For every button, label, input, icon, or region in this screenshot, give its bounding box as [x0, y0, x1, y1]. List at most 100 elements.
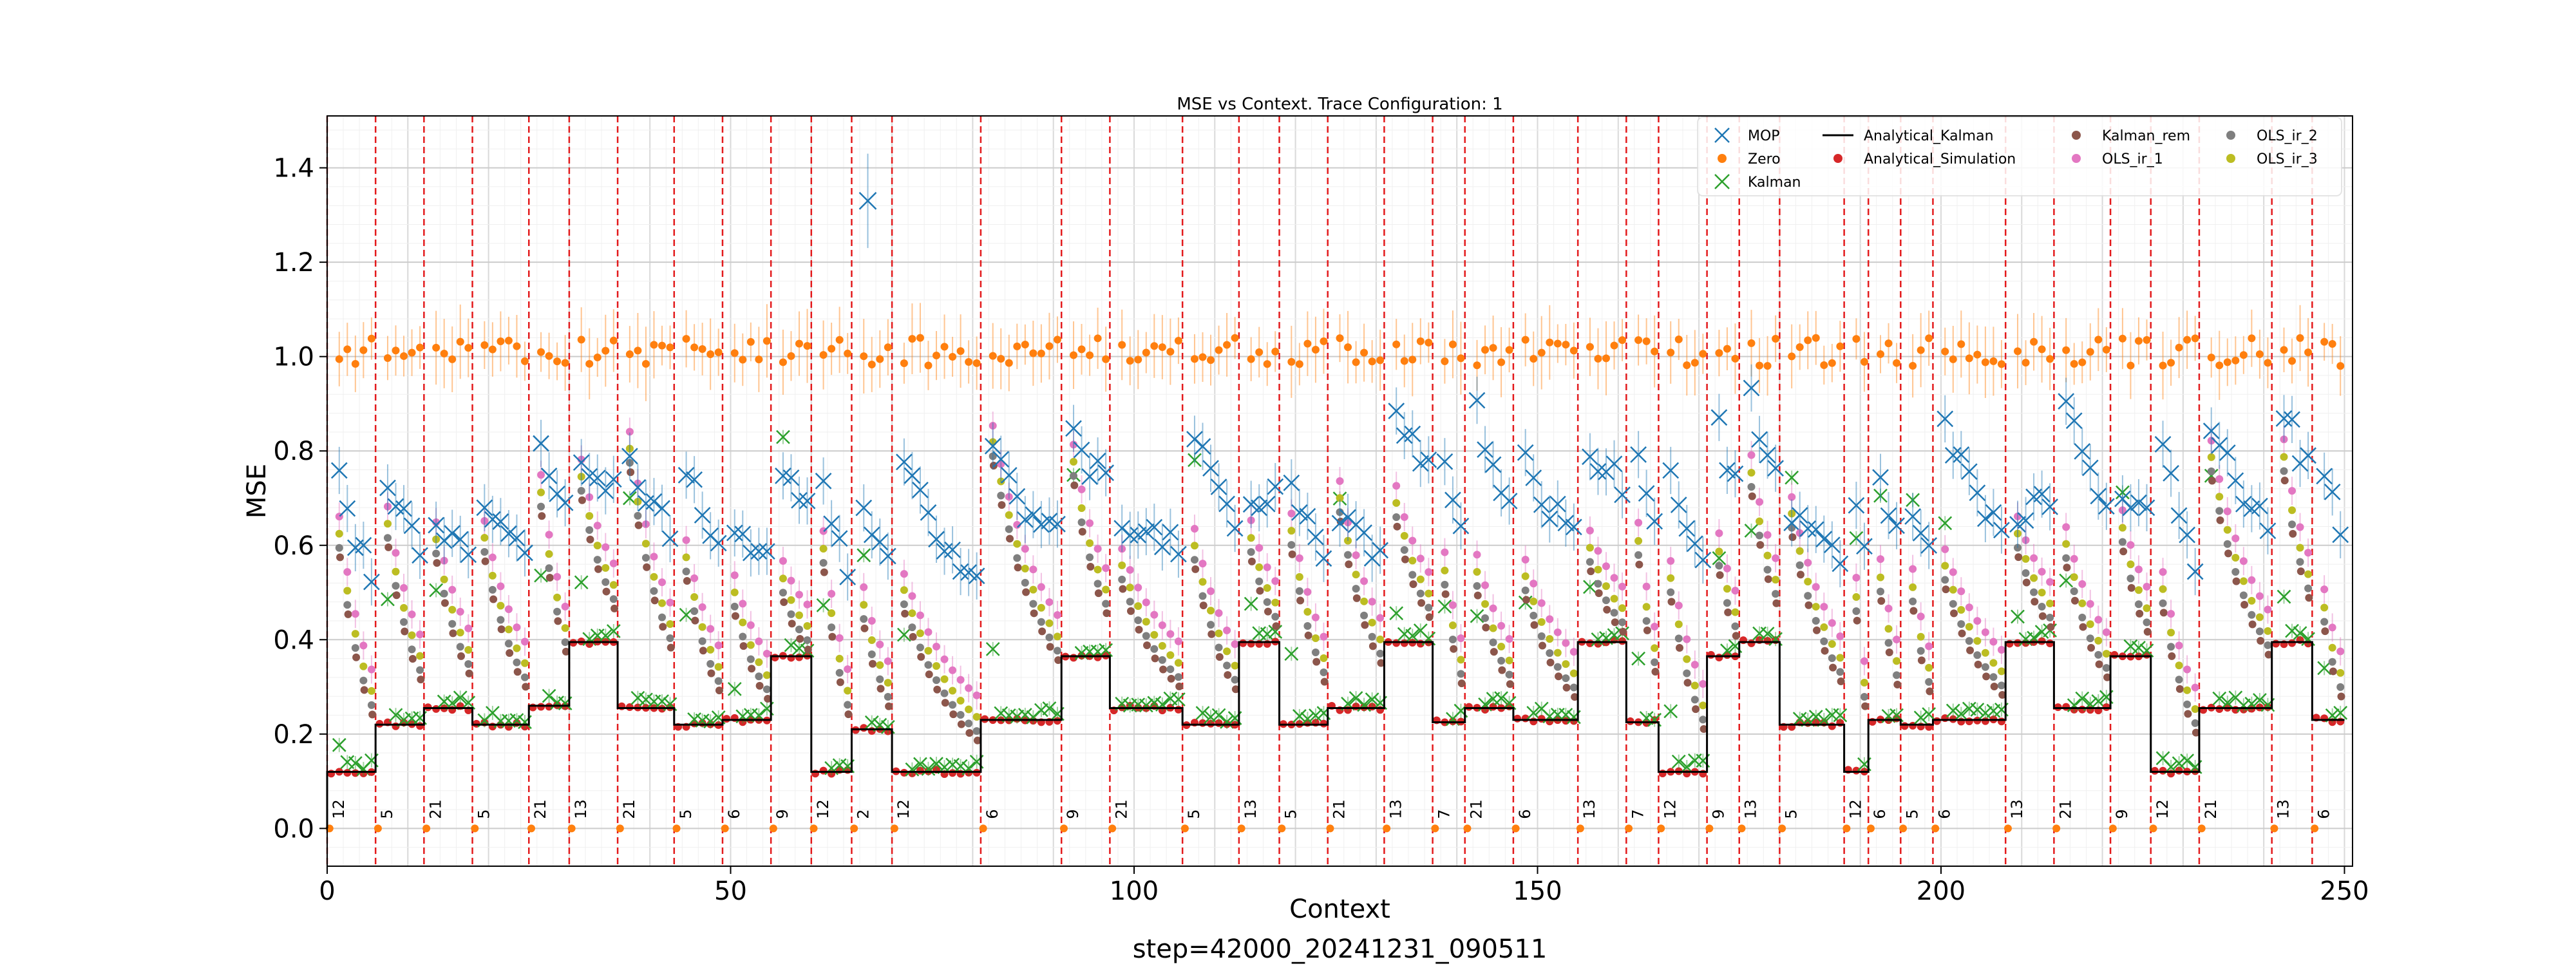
segment-label: 6 [1871, 809, 1889, 819]
ols-ir-3-point [1102, 585, 1110, 594]
mop-point [2009, 516, 2026, 533]
ols-ir-3-point [1190, 542, 1198, 550]
zero-point [1392, 340, 1401, 348]
ols-ir-2-point [2022, 569, 2030, 577]
kalman-rem-point [497, 625, 506, 634]
ols-ir-2-point [351, 644, 359, 652]
kalman-point [2253, 693, 2267, 707]
ols-ir-2-point [2336, 683, 2345, 691]
kalman-point [857, 548, 871, 563]
mop-point [1121, 527, 1139, 544]
ols-ir-3-point [1836, 654, 1844, 662]
kalman-rem-point [1506, 680, 1514, 688]
kalman-rem-point [869, 659, 877, 668]
mop-point [2163, 465, 2179, 482]
kalman-rem-point [1014, 564, 1022, 572]
ols-ir-1-point [690, 574, 699, 582]
ols-ir-3-point [658, 599, 666, 607]
ols-ir-2-point [2014, 544, 2022, 552]
mop-point [1388, 402, 1405, 419]
ols-ir-2-point [1142, 632, 1150, 640]
y-tick-label: 0.0 [273, 814, 314, 844]
ols-ir-3-point [1118, 561, 1126, 569]
legend-item: Kalman [1714, 174, 1801, 191]
zero-point-baseline [422, 824, 431, 833]
ols-ir-2-point [1965, 637, 1973, 645]
zero-point [1360, 348, 1368, 357]
ols-ir-3-point [609, 581, 618, 589]
kalman-rem-point [1167, 674, 1175, 683]
ols-ir-3-point [2223, 526, 2231, 534]
segment-label: 12 [895, 799, 913, 819]
mop-point [1065, 420, 1082, 437]
mop-point [2324, 484, 2341, 500]
kalman-point [985, 641, 1000, 656]
ols-ir-2-point [2078, 613, 2087, 621]
mop-point [1912, 524, 1929, 542]
zero-point [593, 353, 601, 361]
ols-ir-1-point [1247, 516, 1255, 524]
x-tick-label: 100 [1110, 876, 1159, 906]
ols-ir-2-point [464, 660, 473, 668]
zero-point-baseline [1576, 824, 1584, 833]
kalman-rem-point [1966, 646, 1975, 654]
ols-ir-1-point [2183, 665, 2192, 674]
kalman-rem-point [885, 702, 893, 710]
kalman-point [953, 759, 968, 773]
ols-ir-3-point [497, 601, 505, 610]
zero-point [1070, 351, 1078, 359]
ols-ir-2-point [1884, 639, 1893, 647]
zero-point [1053, 336, 1061, 344]
mop-point [1589, 463, 1607, 480]
kalman-point [381, 592, 395, 607]
analytical-simulation-point [1586, 639, 1594, 647]
ols-ir-3-point [1828, 640, 1836, 649]
ols-ir-1-point [1772, 554, 1780, 562]
ols-ir-3-point [997, 477, 1005, 486]
ols-ir-3-point [408, 631, 416, 639]
kalman-rem-point [1611, 618, 1619, 627]
ols-ir-1-point [2126, 541, 2135, 549]
segment-label: 7 [1629, 809, 1647, 819]
segment-label: 12 [1847, 799, 1865, 819]
ols-ir-1-point [1884, 604, 1893, 612]
segment-label: 5 [677, 809, 695, 819]
kalman-rem-point [876, 685, 885, 693]
ols-ir-1-point [658, 578, 666, 587]
mop-point [1130, 526, 1147, 544]
ols-ir-3-point [795, 611, 803, 620]
legend-item: OLS_ir_2 [2226, 128, 2318, 144]
kalman-rem-point [1772, 599, 1781, 607]
ols-ir-3-point [1530, 597, 1538, 605]
zero-point [2288, 357, 2297, 365]
ols-ir-3-point [1634, 536, 1643, 545]
ols-ir-2-point [876, 675, 884, 683]
zero-point [658, 341, 666, 350]
mop-point [1533, 496, 1550, 513]
mop-point [1605, 455, 1623, 473]
y-tick-label: 0.2 [273, 720, 314, 750]
kalman-rem-point [715, 687, 723, 695]
zero-point [1166, 348, 1175, 356]
segment-label: 5 [475, 809, 493, 819]
ols-ir-1-point [392, 549, 400, 557]
ols-ir-1-point [1448, 601, 1457, 609]
analytical-kalman-line [326, 641, 2345, 829]
zero-point [1731, 354, 1739, 363]
mop-point [1477, 441, 1493, 458]
ols-ir-1-point [1037, 583, 1045, 591]
ols-ir-2-point [1077, 518, 1086, 526]
segment-label: 5 [1185, 809, 1203, 819]
kalman-rem-point [1401, 555, 1409, 564]
kalman-point [1260, 627, 1274, 641]
ols-ir-1-point [1594, 547, 1602, 555]
x-tick-label: 250 [2320, 876, 2369, 906]
zero-point [1634, 336, 1643, 345]
zero-point [2070, 359, 2078, 368]
kalman-point [348, 756, 363, 770]
zero-point [1207, 356, 1215, 365]
mop-point [500, 525, 517, 542]
ols-ir-2-point [1683, 669, 1691, 677]
ols-ir-2-point [1763, 565, 1772, 574]
ols-ir-2-point [1392, 513, 1401, 522]
